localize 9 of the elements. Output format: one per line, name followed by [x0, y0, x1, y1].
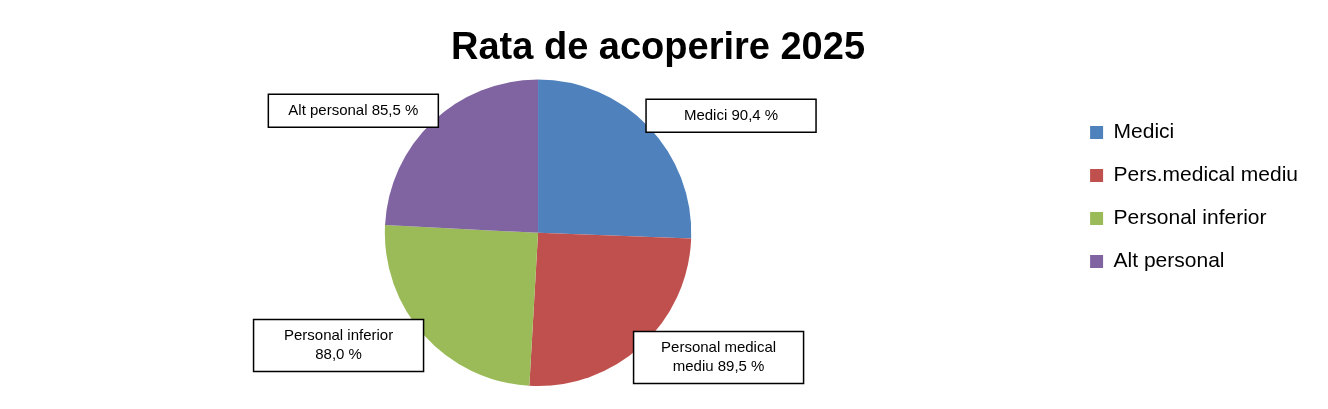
data-label: Personal medical mediu 89,5 %: [661, 338, 777, 375]
data-label: Medici 90,4 %: [683, 105, 779, 123]
data-label: Alt personal 85,5 %: [288, 100, 419, 118]
chart-title: Rata de acoperire 2025: [450, 25, 866, 68]
legend-label: Alt personal: [1113, 248, 1225, 272]
legend-label: Medici: [1113, 119, 1175, 143]
legend-label: Personal inferior: [1113, 205, 1267, 229]
legend-label: Pers.medical mediu: [1113, 162, 1298, 186]
data-label: Personal inferior 88,0 %: [283, 326, 394, 363]
